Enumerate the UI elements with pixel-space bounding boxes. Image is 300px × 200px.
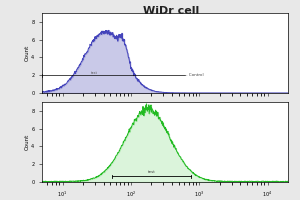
Text: test: test — [91, 71, 98, 75]
Text: WiDr cell: WiDr cell — [143, 6, 199, 16]
Y-axis label: Count: Count — [25, 134, 30, 150]
Text: - Control: - Control — [186, 73, 204, 77]
Y-axis label: Count: Count — [25, 45, 30, 61]
Text: test: test — [147, 170, 155, 174]
